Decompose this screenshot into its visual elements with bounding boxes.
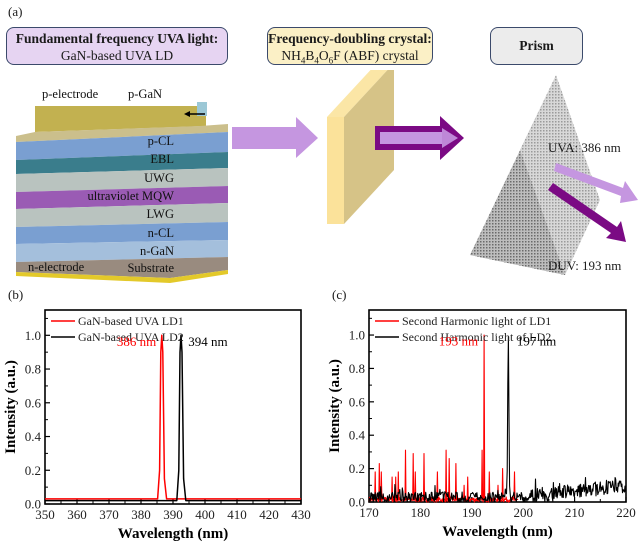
crystal-box-formula: NH4B4O6F (ABF) crystal: [281, 48, 419, 66]
abf-crystal: [327, 70, 394, 224]
crystal-box: Frequency-doubling crystal: NH4B4O6F (AB…: [267, 27, 433, 66]
x-tick-label: 210: [565, 505, 585, 520]
x-tick-label: 410: [227, 507, 247, 522]
uva-output-beam: [554, 163, 638, 203]
duv-output-label: DUV: 193 nm: [548, 258, 622, 273]
legend-label-2: GaN-based UVA LD2: [78, 330, 184, 344]
x-tick-label: 420: [259, 507, 279, 522]
x-tick-label: 220: [616, 505, 636, 520]
label-p-electrode: p-electrode: [42, 87, 99, 101]
series-line-2: [45, 334, 301, 502]
x-tick-label: 380: [131, 507, 151, 522]
peak-annotation-2: 394 nm: [188, 334, 227, 349]
y-tick-label: 0.4: [349, 428, 366, 443]
p-electrode-layer: [35, 102, 206, 132]
duv-output-beam: [548, 183, 626, 242]
n-cl-layer: [16, 222, 228, 244]
n-electrode-layer: [16, 270, 228, 283]
p-cl-layer: [16, 132, 228, 160]
uva-output-label: UVA: 386 nm: [548, 140, 621, 155]
ridge-window: [197, 102, 207, 116]
y-tick-label: 0.8: [25, 362, 41, 377]
label-lwg: LWG: [146, 207, 174, 221]
uva-light-box: Fundamental frequency UVA light: GaN-bas…: [6, 27, 228, 65]
panel-c-label: (c): [332, 287, 347, 302]
y-tick-label: 0.4: [25, 429, 42, 444]
ebl-layer: [16, 152, 228, 174]
laser-diode-stack: [16, 102, 228, 283]
crystal-box-title: Frequency-doubling crystal:: [268, 31, 432, 46]
label-n-electrode: n-electrode: [28, 260, 85, 274]
x-tick-label: 200: [513, 505, 533, 520]
peak-annotation-2: 197 nm: [517, 334, 556, 349]
uva-box-subtitle: GaN-based UVA LD: [60, 48, 174, 63]
chart-b: 0.0 0.2 0.4 0.6 0.8 1.0 350 360 370 380 390 400 410 4…: [3, 309, 311, 542]
peak-annotation-1: 386 nm: [117, 334, 156, 349]
label-ebl: EBL: [150, 152, 174, 166]
legend-label-2: Second Harmonic light of LD2: [402, 330, 551, 344]
series-line-1: [368, 334, 519, 503]
x-tick-label: 390: [163, 507, 183, 522]
lwg-layer: [16, 203, 228, 227]
x-tick-label: 190: [462, 505, 482, 520]
panel-a-label: (a): [8, 4, 23, 19]
uva-input-arrow: [232, 117, 318, 158]
panel-b-label: (b): [8, 287, 24, 302]
y-tick-label: 1.0: [25, 328, 41, 343]
series-line-1: [45, 334, 301, 500]
label-p-gan: p-GaN: [128, 87, 163, 101]
label-mqw: ultraviolet MQW: [87, 189, 174, 203]
peak-annotation-1: 193 nm: [439, 334, 478, 349]
series-line-2: [368, 336, 627, 503]
prism-box-title: Prism: [519, 38, 554, 53]
p-gan-shelf: [16, 124, 228, 142]
y-tick-label: 0.6: [349, 394, 366, 409]
label-p-cl: p-CL: [147, 134, 174, 148]
emission-arrow-icon: [184, 111, 190, 117]
mqw-layer: [16, 186, 228, 209]
y-tick-label: 0.2: [25, 463, 41, 478]
legend-label-1: Second Harmonic light of LD1: [402, 314, 551, 328]
y-tick-label: 0.0: [349, 495, 365, 510]
label-n-cl: n-CL: [147, 226, 174, 240]
chart-c: 0.0 0.2 0.4 0.6 0.8 1.0 170 180 190 200 210 220 Wave…: [327, 309, 636, 540]
substrate-layer: [16, 257, 228, 278]
panel-a-diagram: [16, 70, 638, 283]
y-tick-label: 0.8: [349, 361, 365, 376]
x-tick-label: 360: [67, 507, 87, 522]
y-tick-label: 0.6: [25, 395, 42, 410]
y-tick-label: 0.0: [25, 497, 41, 512]
y-tick-label: 1.0: [349, 328, 365, 343]
label-n-gan: n-GaN: [139, 244, 174, 258]
y-axis-label: Intensity (a.u.): [327, 359, 343, 453]
prism-box: Prism: [490, 27, 583, 65]
x-tick-label: 400: [195, 507, 215, 522]
x-tick-label: 370: [99, 507, 119, 522]
x-tick-label: 350: [35, 507, 55, 522]
label-substrate: Substrate: [127, 261, 174, 275]
y-axis-label: Intensity (a.u.): [3, 360, 19, 454]
label-uwg: UWG: [144, 171, 174, 185]
prism-shape: [470, 75, 600, 275]
y-tick-label: 0.2: [349, 461, 365, 476]
legend-label-1: GaN-based UVA LD1: [78, 314, 184, 328]
x-axis-label: Wavelength (nm): [442, 524, 552, 540]
uva-box-title: Fundamental frequency UVA light:: [15, 31, 219, 46]
x-tick-label: 180: [411, 505, 431, 520]
x-axis-label: Wavelength (nm): [118, 526, 228, 542]
x-tick-label: 430: [291, 507, 311, 522]
uwg-layer: [16, 168, 228, 192]
n-gan-layer: [16, 240, 228, 262]
x-tick-label: 170: [359, 505, 379, 520]
